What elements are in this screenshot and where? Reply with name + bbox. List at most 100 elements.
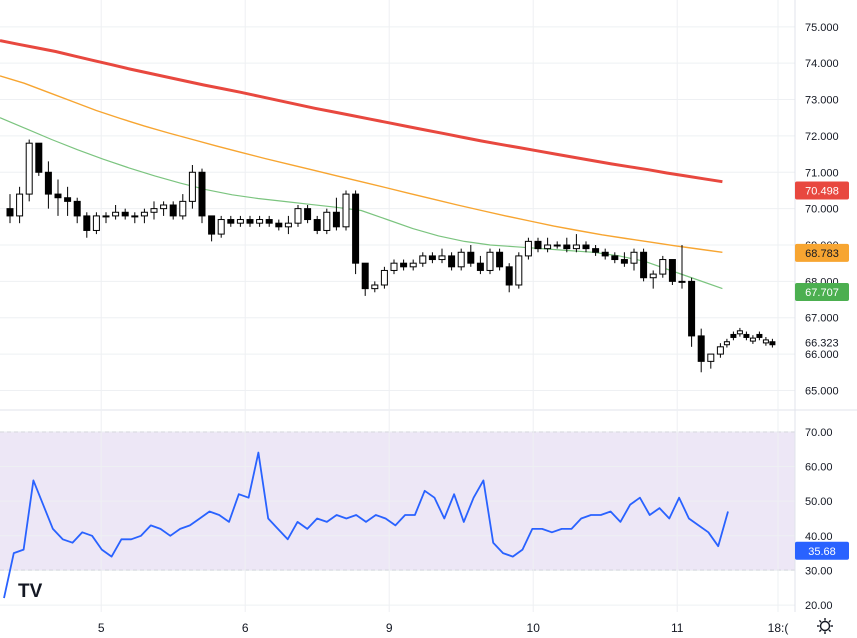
candle [208,215,216,242]
candle-body-up [179,200,187,217]
candle-body-down [601,251,609,257]
candle-body-up [323,211,331,231]
candle [54,179,62,216]
candle-body-down [361,262,369,290]
rsi-axis[interactable]: 70.00 60.00 50.00 40.00 30.00 20.00 [805,427,833,612]
candle-body-up [150,208,158,213]
candle [256,215,264,227]
candle-body-down [64,197,72,202]
candle-body-down [73,200,81,217]
price-tick-label: 66.000 [805,349,839,361]
candle-body-up [716,346,724,355]
ma-orange-badge: 68.783 [795,243,849,262]
candle-body-down [496,251,504,268]
time-tick-label: 9 [386,621,393,635]
candle [198,168,206,224]
candle-body [756,333,763,338]
candle [476,255,484,275]
candle-body [736,330,743,335]
candle [35,142,43,176]
candle [515,252,523,289]
ma-green-badge: 67.707 [795,283,849,302]
ma-green-badge-text: 67.707 [805,287,839,299]
candle [179,194,187,220]
candle [284,215,292,235]
candle-body-down [246,219,254,224]
ma_orange-line [0,75,723,253]
candle-body-down [169,204,177,217]
candle [16,186,24,224]
candle [457,248,465,271]
candlesticks [6,139,776,373]
candle-body-up [707,353,715,362]
ma-orange-badge-text: 68.783 [805,248,839,260]
candle [246,215,254,227]
candle [390,259,398,275]
candle-body-down [83,215,91,231]
candle-body-up [102,215,110,218]
candle-body-up [188,171,196,202]
candle [352,190,360,275]
candle-body-down [44,171,52,195]
candle-body-down [640,251,648,279]
candle-body-down [313,219,321,231]
time-tick-label: 6 [242,621,249,635]
candle [323,208,331,235]
candle [496,248,504,271]
candle [678,245,686,289]
ma-red-badge-text: 70.498 [805,186,839,198]
candle [265,215,273,227]
candle-body-down [467,251,475,264]
rsi-tick-label: 40.00 [805,531,833,543]
candle [448,252,456,271]
candle [409,259,417,271]
candle [716,343,724,358]
candle [563,237,571,253]
candle-body-up [284,222,292,228]
candle-body-down [668,259,676,282]
candle-body-up [131,215,139,218]
grid [0,0,796,612]
candle [371,281,379,293]
candle [668,259,676,285]
ma-red-badge-bg [795,181,849,200]
tradingview-logo[interactable]: TV [18,581,43,602]
candle [150,201,158,220]
settings-gear-icon[interactable] [817,618,833,634]
candle [188,165,196,209]
candle-body-down [611,255,619,261]
candle-body-up [16,193,24,217]
candle [313,215,321,235]
candle [342,190,350,231]
candle-body-up [92,215,100,231]
candle-body-up [544,244,552,250]
candle [601,248,609,260]
ma-red-badge: 70.498 [795,181,849,200]
candle [707,353,715,369]
candle-body-up [236,219,244,224]
candle-body-up [217,219,225,235]
price-tick-label: 72.000 [805,131,839,143]
candle-body-down [505,266,513,286]
candle-body-up [160,204,168,210]
candle-body-down [6,208,14,217]
candle-body-down [54,193,62,199]
time-axis[interactable]: 5 6 9 10 11 18:( [98,621,788,635]
candle-body-down [582,244,590,250]
candle [640,248,648,282]
candle [400,259,408,271]
candle-body-up [409,262,417,268]
candle-body-down [688,280,696,337]
candle-body-down [697,335,705,362]
candle [438,248,446,264]
ma-orange-badge-bg [795,243,849,262]
candle-body-up [438,255,446,261]
candle [380,266,388,289]
candle [92,212,100,235]
candle-body-up [390,262,398,271]
candle [6,194,14,224]
candle-body-down [448,255,456,268]
candle [486,248,494,275]
rsi-tick-label: 60.00 [805,462,833,474]
